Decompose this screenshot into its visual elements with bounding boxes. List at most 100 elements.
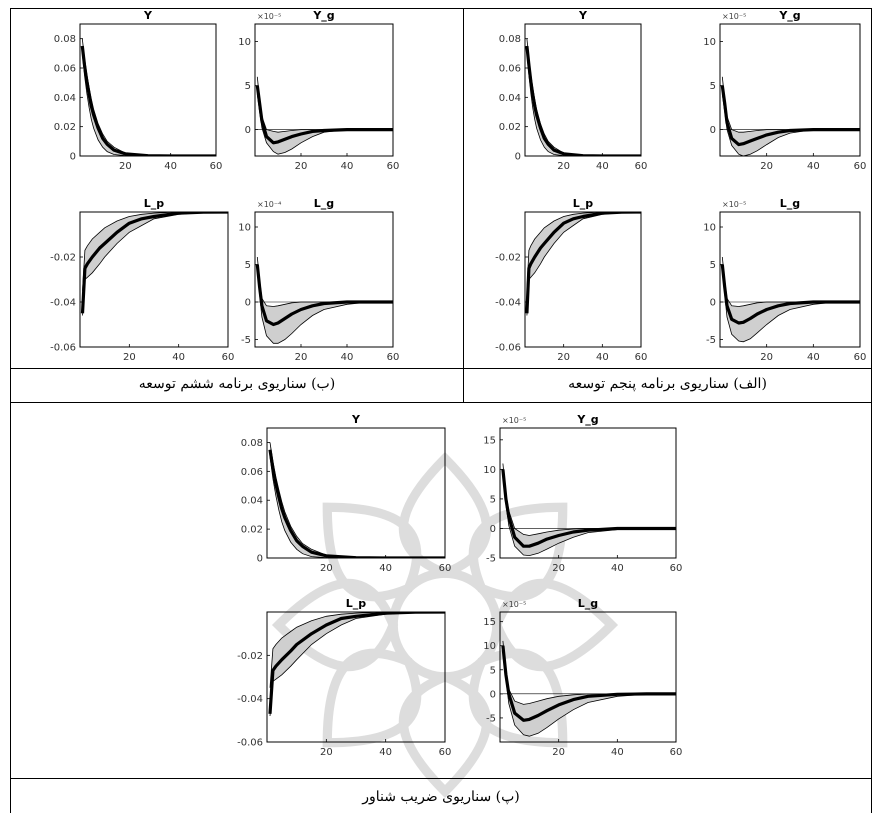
plot-area <box>525 212 641 316</box>
chart-b-Lp: 20 40 60 -0.02 -0.04 -0.06 L_p <box>50 197 234 363</box>
chart-a-Lg: 20 40 60 -5 0 5 10 L_g ×10⁻⁵ <box>703 197 866 363</box>
plot-area <box>720 76 860 156</box>
x-tick-label: 60 <box>670 563 683 574</box>
x-tick-label: 60 <box>854 352 867 363</box>
y-tick-label: 0.02 <box>499 122 521 133</box>
confidence-band <box>270 612 445 716</box>
chart-title: Y_g <box>778 9 800 22</box>
y-tick-label: 10 <box>483 641 496 652</box>
y-tick-label: 10 <box>483 465 496 476</box>
chart-p-Lg: 20 40 60 -5 0 5 10 15 L_g ×10⁻⁵ <box>483 597 682 758</box>
x-tick-label: 40 <box>596 161 609 172</box>
y-tick-label: -0.06 <box>237 738 263 749</box>
chart-a-Yg: 20 40 60 0 5 10 Y_g ×10⁻⁵ <box>703 9 866 172</box>
y-tick-label: 10 <box>238 223 251 234</box>
y-tick-label: 5 <box>245 81 251 92</box>
chart-title: Y_g <box>312 9 334 22</box>
y-tick-label: 0.02 <box>241 525 263 536</box>
x-tick-label: 40 <box>807 161 820 172</box>
mean-response-line <box>525 212 641 314</box>
y-tick-label: -0.06 <box>495 343 521 354</box>
x-tick-label: 60 <box>439 563 452 574</box>
plot-area <box>525 38 641 156</box>
x-tick-label: 40 <box>164 161 177 172</box>
x-tick-label: 40 <box>341 352 354 363</box>
y-tick-label: -5 <box>486 713 496 724</box>
y-tick-label: 0.06 <box>241 467 263 478</box>
y-tick-label: 5 <box>710 260 716 271</box>
upper-bound-line <box>526 212 641 291</box>
confidence-band <box>722 257 860 342</box>
mean-response-line <box>720 264 860 325</box>
table-right-border <box>871 8 872 813</box>
upper-bound-line <box>82 212 228 291</box>
axis-exponent: ×10⁻⁵ <box>502 416 526 425</box>
axes-frame <box>719 23 861 157</box>
axis-exponent: ×10⁻⁵ <box>722 12 746 21</box>
x-tick-label: 20 <box>295 161 308 172</box>
x-tick-label: 20 <box>320 563 333 574</box>
chart-p-Lp: 20 40 60 -0.02 -0.04 -0.06 L_p <box>237 597 451 758</box>
mean-response-line <box>268 612 445 714</box>
y-tick-label: 0 <box>490 689 496 700</box>
upper-bound-line <box>256 76 393 133</box>
x-tick-label: 60 <box>222 352 235 363</box>
axes-frame <box>266 611 446 743</box>
y-tick-label: 0 <box>710 125 716 136</box>
mean-response-line <box>501 469 676 548</box>
mean-response-line <box>80 212 228 314</box>
chart-title: Y <box>578 9 588 22</box>
watermark-logo <box>271 451 619 799</box>
mean-response-line <box>525 45 641 156</box>
confidence-band <box>82 212 228 316</box>
axis-exponent: ×10⁻⁵ <box>257 12 281 21</box>
confidence-band <box>722 76 860 156</box>
x-tick-label: 60 <box>854 161 867 172</box>
mean-response-line <box>268 449 445 558</box>
y-tick-label: 15 <box>483 617 496 628</box>
x-tick-label: 60 <box>210 161 223 172</box>
mean-response-line <box>80 45 216 156</box>
x-tick-label: 60 <box>387 352 400 363</box>
confidence-band <box>257 257 393 344</box>
chart-title: L_g <box>780 197 800 210</box>
chart-title: L_p <box>346 597 367 610</box>
y-tick-label: 0 <box>515 152 521 163</box>
y-tick-label: 15 <box>483 435 496 446</box>
axes-frame <box>719 211 861 348</box>
x-tick-label: 20 <box>557 352 570 363</box>
y-tick-label: 0.06 <box>54 64 76 75</box>
x-tick-label: 40 <box>596 352 609 363</box>
y-tick-label: 5 <box>245 260 251 271</box>
chart-title: L_p <box>573 197 594 210</box>
confidence-band <box>502 463 676 556</box>
lower-bound-line <box>256 271 393 344</box>
axis-exponent: ×10⁻⁵ <box>722 200 746 209</box>
plot-area <box>500 640 676 737</box>
y-tick-label: -5 <box>706 335 716 346</box>
x-tick-label: 60 <box>635 161 648 172</box>
x-tick-label: 60 <box>439 747 452 758</box>
mean-response-line <box>255 264 393 327</box>
y-tick-label: -0.04 <box>237 694 263 705</box>
axes-frame <box>524 23 642 157</box>
x-tick-label: 60 <box>670 747 683 758</box>
x-tick-label: 20 <box>119 161 132 172</box>
y-tick-label: -0.02 <box>50 253 76 264</box>
y-tick-label: 5 <box>490 494 496 505</box>
y-tick-label: -0.02 <box>495 253 521 264</box>
plot-area <box>80 38 216 156</box>
chart-title: Y <box>143 9 153 22</box>
x-tick-label: 40 <box>379 563 392 574</box>
chart-title: L_p <box>144 197 165 210</box>
y-tick-label: 5 <box>710 81 716 92</box>
x-tick-label: 40 <box>807 352 820 363</box>
y-tick-label: 0.04 <box>499 93 521 104</box>
y-tick-label: 10 <box>238 37 251 48</box>
y-tick-label: -5 <box>486 554 496 565</box>
table-middle-divider <box>463 8 464 402</box>
chart-title: Y <box>351 413 361 426</box>
lower-bound-line <box>82 212 228 316</box>
axes-frame <box>79 211 229 348</box>
plot-area <box>80 212 228 316</box>
